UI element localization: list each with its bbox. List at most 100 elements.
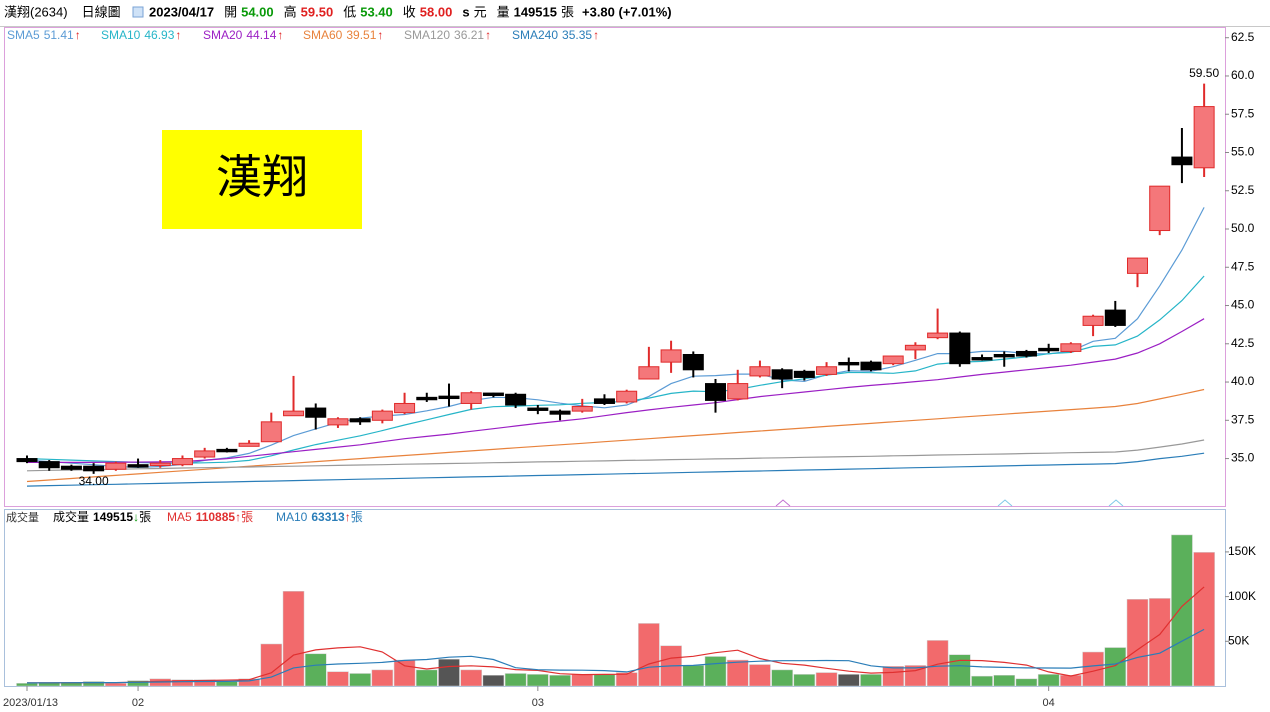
legend-value: 44.14	[246, 28, 276, 42]
volume-bar	[726, 659, 749, 687]
candle-body	[1104, 309, 1126, 326]
field-value: 59.50	[301, 4, 334, 19]
candle-body	[638, 366, 660, 380]
y-tick-label: 62.5	[1231, 30, 1255, 44]
volume-bar	[682, 665, 705, 687]
volume-bar	[171, 679, 194, 687]
x-tick-label: 2023/01/13	[3, 697, 58, 709]
candle-body	[416, 396, 438, 401]
candle-body	[793, 370, 815, 378]
legend-value: 110885	[196, 510, 236, 524]
legend-arrow: ↑	[175, 28, 181, 42]
stock-name: 漢翔(2634)	[4, 4, 68, 19]
volume-bar	[216, 681, 238, 687]
legend-arrow: ↑	[593, 28, 599, 42]
y-tick-label: 50K	[1228, 633, 1249, 647]
volume-bar	[571, 674, 593, 687]
x-tick-label: 02	[132, 697, 144, 709]
volume-bar	[815, 672, 838, 687]
legend-arrow: ↑	[277, 28, 283, 42]
y-tick-label: 52.5	[1231, 183, 1255, 197]
volume-label: 量	[497, 4, 510, 19]
volume-bar	[1126, 599, 1149, 687]
volume-bar	[327, 671, 349, 687]
y-tick-label: 47.5	[1231, 259, 1255, 273]
candle-body	[60, 465, 82, 470]
legend-value: 46.93	[144, 28, 174, 42]
candle-body	[749, 366, 771, 377]
ma-line	[26, 628, 1205, 684]
legend-arrow: ↑	[235, 510, 241, 524]
volume-bar	[438, 658, 460, 687]
candle-body	[527, 407, 549, 411]
volume-bar	[793, 674, 816, 687]
ma-line	[26, 275, 1205, 464]
marker	[775, 499, 791, 507]
candle-body	[83, 465, 105, 472]
legend-value: 39.51	[346, 28, 376, 42]
volume-bar	[393, 659, 416, 687]
candle-body	[816, 366, 838, 375]
volume-bar	[549, 675, 571, 687]
candle-body	[682, 353, 704, 371]
plot: 35.0 37.5 40.0 42.5 45.0 47.5 50.0 52.5 55.0 57.5…	[3, 28, 1256, 709]
legend-value: 36.21	[454, 28, 484, 42]
volume-bar	[993, 675, 1015, 687]
legend-name: SMA240	[512, 28, 558, 42]
candle-body	[1060, 343, 1082, 352]
candle-body	[549, 410, 571, 415]
volume-bar	[482, 675, 505, 687]
field-value: 58.00	[420, 4, 453, 19]
candle-body	[327, 418, 349, 426]
volume-bar	[1104, 647, 1127, 687]
candle-body	[1171, 156, 1193, 166]
x-tick-label: 04	[1043, 697, 1055, 709]
legend-name: MA5	[167, 510, 192, 524]
volume-bar	[593, 674, 616, 687]
candle-body	[1082, 315, 1104, 326]
volume-bar	[926, 640, 949, 687]
candle-body	[771, 369, 793, 380]
candle-body	[904, 344, 926, 351]
volume-bar	[105, 683, 127, 687]
legend-name: 成交量	[53, 509, 89, 524]
candle-body	[16, 458, 38, 463]
legend-unit: 張	[139, 510, 151, 524]
marker	[997, 499, 1013, 507]
volume-bar	[860, 674, 882, 687]
y-tick-label: 37.5	[1231, 412, 1255, 426]
field-label: 開	[224, 4, 237, 19]
marker	[1108, 499, 1124, 507]
candle-body	[194, 450, 216, 458]
volume-bar	[16, 683, 38, 687]
volume-bar	[371, 669, 394, 687]
candle-body	[838, 361, 860, 366]
y-tick-label: 45.0	[1231, 298, 1255, 312]
volume-bar	[260, 643, 283, 687]
legend-name: SMA10	[101, 28, 141, 42]
legend-arrow: ↑	[485, 28, 491, 42]
ma-line	[27, 318, 1205, 463]
volume-bar	[1015, 678, 1038, 687]
volume-bar	[282, 590, 305, 687]
legend-value: 149515	[93, 510, 133, 524]
candle-body	[438, 395, 460, 400]
candle-body	[238, 442, 260, 447]
badge-box	[162, 130, 362, 229]
volume-bar	[1148, 598, 1171, 687]
volume-bar	[749, 664, 771, 687]
legend-name: SMA5	[7, 28, 40, 42]
y-tick-label: 60.0	[1231, 68, 1255, 82]
candle-body	[949, 332, 971, 365]
volume-bar	[460, 669, 482, 687]
volume-bar	[838, 674, 860, 687]
low-label: 34.00	[79, 474, 109, 488]
candle-body	[349, 418, 371, 423]
field-value: 54.00	[241, 4, 274, 19]
y-tick-label: 100K	[1228, 589, 1256, 603]
high-label: 59.50	[1189, 66, 1219, 80]
candle-body	[727, 383, 749, 400]
ma-line	[26, 439, 1205, 472]
